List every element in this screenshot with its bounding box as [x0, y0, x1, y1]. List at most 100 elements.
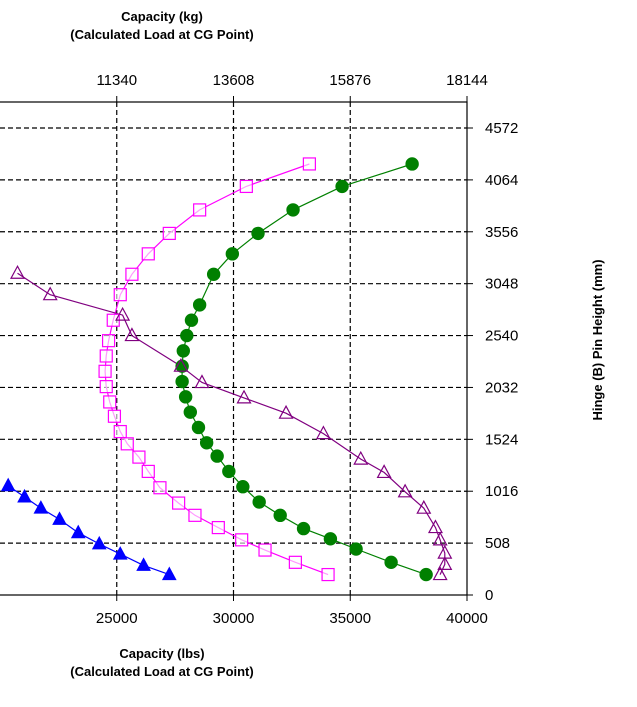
- series-markers: [0, 157, 453, 582]
- bottom-tick-label: 25000: [96, 610, 138, 627]
- top-axis-title-line1: Capacity (kg): [121, 9, 203, 24]
- data-point: [70, 524, 86, 539]
- data-point: [432, 531, 448, 546]
- top-tick-label: 13608: [213, 72, 255, 89]
- data-point: [173, 357, 189, 372]
- top-tick-label: 11340: [96, 72, 137, 89]
- data-point: [251, 226, 265, 241]
- data-point: [235, 533, 249, 547]
- data-point: [175, 374, 189, 389]
- data-point: [115, 306, 131, 321]
- data-point: [286, 203, 300, 217]
- data-point: [321, 567, 335, 582]
- bottom-tick-label: 35000: [329, 610, 371, 627]
- right-tick-label: 4064: [485, 172, 518, 189]
- top-axis-title-line2: (Calculated Load at CG Point): [70, 27, 253, 42]
- data-point: [206, 267, 221, 281]
- right-tick-label: 2032: [485, 379, 518, 396]
- data-point: [193, 203, 207, 217]
- right-tick-label: 3556: [485, 224, 518, 241]
- data-point: [99, 349, 113, 363]
- data-point: [113, 288, 127, 302]
- data-point: [141, 247, 155, 261]
- data-point: [183, 405, 198, 419]
- data-point: [191, 420, 206, 435]
- data-point: [101, 334, 116, 348]
- data-point: [419, 567, 433, 582]
- data-point: [273, 508, 287, 523]
- data-point: [323, 532, 338, 546]
- data-point: [178, 390, 193, 404]
- data-point: [113, 424, 127, 439]
- data-point: [222, 464, 236, 479]
- right-tick-label: 508: [485, 535, 510, 552]
- top-tick-label: 15876: [329, 72, 371, 89]
- data-point: [258, 543, 272, 557]
- bottom-axis-title-line2: (Calculated Load at CG Point): [70, 664, 253, 679]
- data-point: [99, 380, 113, 394]
- right-tick-label: 2540: [485, 328, 518, 345]
- data-point: [141, 464, 155, 479]
- data-point: [432, 566, 448, 581]
- data-point: [124, 327, 140, 342]
- bottom-tick-label: 30000: [213, 610, 255, 627]
- data-point: [180, 328, 194, 343]
- data-point: [376, 464, 392, 479]
- data-point: [120, 437, 134, 451]
- data-point: [416, 499, 432, 514]
- data-point: [153, 481, 167, 495]
- data-point: [10, 264, 26, 279]
- tick-labels: 25000 11340 30000 13608 35000 15876 40000 18144…: [96, 72, 518, 627]
- data-point: [91, 535, 107, 550]
- plot-frame: [0, 101, 468, 596]
- data-point: [184, 313, 199, 327]
- data-point: [349, 542, 363, 556]
- data-point: [125, 267, 139, 281]
- data-point: [437, 544, 453, 559]
- data-point: [437, 556, 453, 570]
- data-point: [236, 480, 250, 494]
- data-point: [288, 555, 302, 569]
- data-point: [236, 389, 252, 404]
- data-point: [296, 521, 311, 536]
- series-line-1: [104, 163, 329, 576]
- data-point: [210, 449, 224, 463]
- data-point: [315, 425, 331, 440]
- data-point: [239, 179, 253, 194]
- data-point: [107, 409, 122, 423]
- right-axis-title: Hinge (B) Pin Height (mm): [590, 259, 605, 420]
- data-point: [353, 450, 369, 465]
- bottom-tick-label: 40000: [446, 610, 488, 627]
- data-point: [176, 344, 190, 358]
- data-point: [427, 519, 443, 534]
- axes: [0, 96, 473, 601]
- top-tick-label: 18144: [446, 72, 488, 89]
- data-point: [132, 450, 146, 464]
- series-lines: [7, 163, 446, 576]
- data-point: [194, 374, 210, 389]
- right-tick-label: 1524: [485, 431, 518, 448]
- data-point: [188, 508, 202, 522]
- data-point: [103, 395, 117, 409]
- data-point: [0, 477, 16, 492]
- data-point: [252, 495, 266, 509]
- data-point: [335, 179, 349, 194]
- data-point: [384, 555, 398, 570]
- data-point: [162, 226, 176, 241]
- data-point: [302, 157, 316, 171]
- data-point: [161, 566, 177, 581]
- right-tick-label: 0: [485, 587, 493, 604]
- data-point: [211, 520, 225, 535]
- right-tick-label: 1016: [485, 483, 518, 500]
- data-point: [17, 488, 32, 503]
- right-tick-label: 4572: [485, 120, 518, 137]
- grid: [0, 102, 467, 595]
- data-point: [225, 247, 240, 261]
- data-point: [397, 483, 413, 498]
- right-tick-label: 3048: [485, 276, 518, 293]
- data-point: [278, 404, 294, 419]
- bottom-axis-title-line1: Capacity (lbs): [119, 646, 204, 661]
- data-point: [405, 157, 419, 171]
- data-point: [52, 511, 67, 525]
